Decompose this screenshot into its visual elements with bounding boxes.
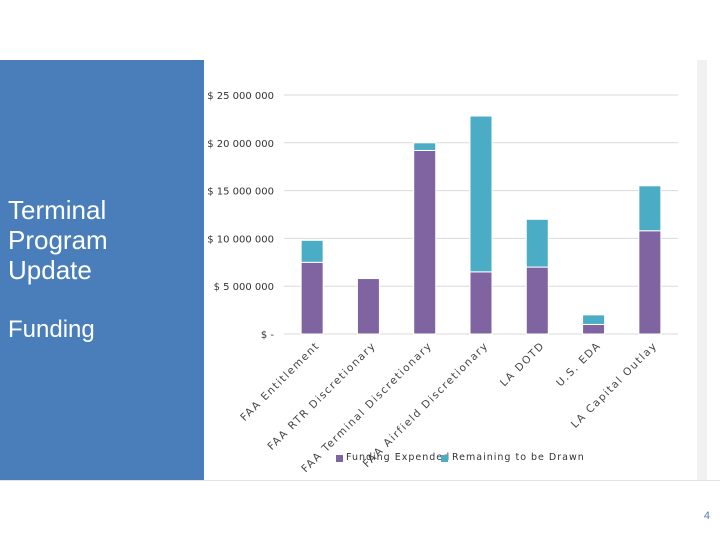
page-number: 4	[703, 510, 710, 522]
side-panel	[0, 60, 204, 480]
slide-subtitle: Funding	[8, 316, 95, 343]
bar-funding-expended	[582, 323, 606, 335]
bar-remaining	[582, 314, 606, 325]
y-tick-label: $ 10 000 000	[207, 234, 274, 245]
y-tick-label: $ 5 000 000	[214, 282, 274, 293]
bar-remaining	[469, 115, 493, 273]
scrollbar-track[interactable]	[697, 60, 707, 480]
bar-funding-expended	[525, 266, 549, 335]
bar-funding-expended	[638, 230, 662, 335]
bar-remaining	[300, 239, 324, 263]
y-tick-label: $ 15 000 000	[207, 187, 274, 198]
x-category-label: LA DOTD	[498, 340, 547, 389]
x-category-label: U.S. EDA	[554, 340, 604, 390]
bar-funding-expended	[413, 149, 437, 335]
bar-funding-expended	[356, 278, 380, 335]
bar-remaining	[638, 185, 662, 232]
legend-swatch-funding-expended	[336, 455, 343, 462]
y-tick-label: $ -	[261, 330, 275, 341]
legend-label-funding-expended: Funding Expended	[346, 452, 451, 463]
x-category-label: FAA RTR Discretionary	[265, 340, 378, 453]
slide-title: Terminal Program Update	[8, 195, 108, 285]
bar-remaining	[413, 142, 437, 151]
y-tick-label: $ 25 000 000	[207, 91, 274, 102]
bar-funding-expended	[469, 271, 493, 335]
bottom-divider	[0, 480, 720, 481]
x-category-label: FAA Airfield Discretionary	[361, 340, 491, 470]
bar-funding-expended	[300, 261, 324, 335]
legend-swatch-remaining	[441, 455, 448, 462]
bar-remaining	[525, 218, 549, 268]
legend-label-remaining: Remaining to be Drawn	[452, 452, 585, 463]
y-tick-label: $ 20 000 000	[207, 139, 274, 150]
